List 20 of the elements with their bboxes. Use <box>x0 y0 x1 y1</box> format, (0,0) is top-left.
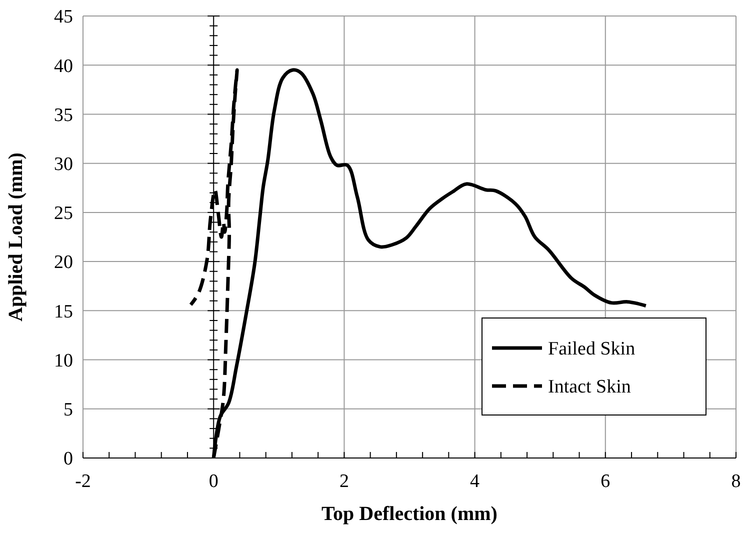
y-tick-label: 40 <box>54 56 73 77</box>
y-tick-label: 15 <box>54 301 73 322</box>
y-tick-label: 5 <box>64 400 73 421</box>
x-tick-label: 8 <box>731 471 741 492</box>
x-tick-label: 2 <box>339 471 349 492</box>
y-tick-label: 0 <box>64 448 73 470</box>
x-tick-label: 0 <box>208 471 218 492</box>
y-tick-label: 20 <box>54 252 73 274</box>
y-tick-label: 35 <box>54 104 73 126</box>
x-tick-label: -2 <box>75 471 91 492</box>
x-tick-label: 4 <box>470 471 480 492</box>
x-tick-label: 6 <box>600 471 610 492</box>
y-axis-title: Applied Load (mm) <box>5 152 27 322</box>
legend-label: Failed Skin <box>548 338 636 360</box>
y-tick-label: 25 <box>54 203 73 224</box>
y-tick-label: 10 <box>54 350 73 372</box>
x-axis-title: Top Deflection (mm) <box>322 503 498 525</box>
legend-label: Intact Skin <box>548 376 632 398</box>
y-tick-label: 45 <box>54 6 73 28</box>
y-tick-label: 30 <box>54 154 73 175</box>
